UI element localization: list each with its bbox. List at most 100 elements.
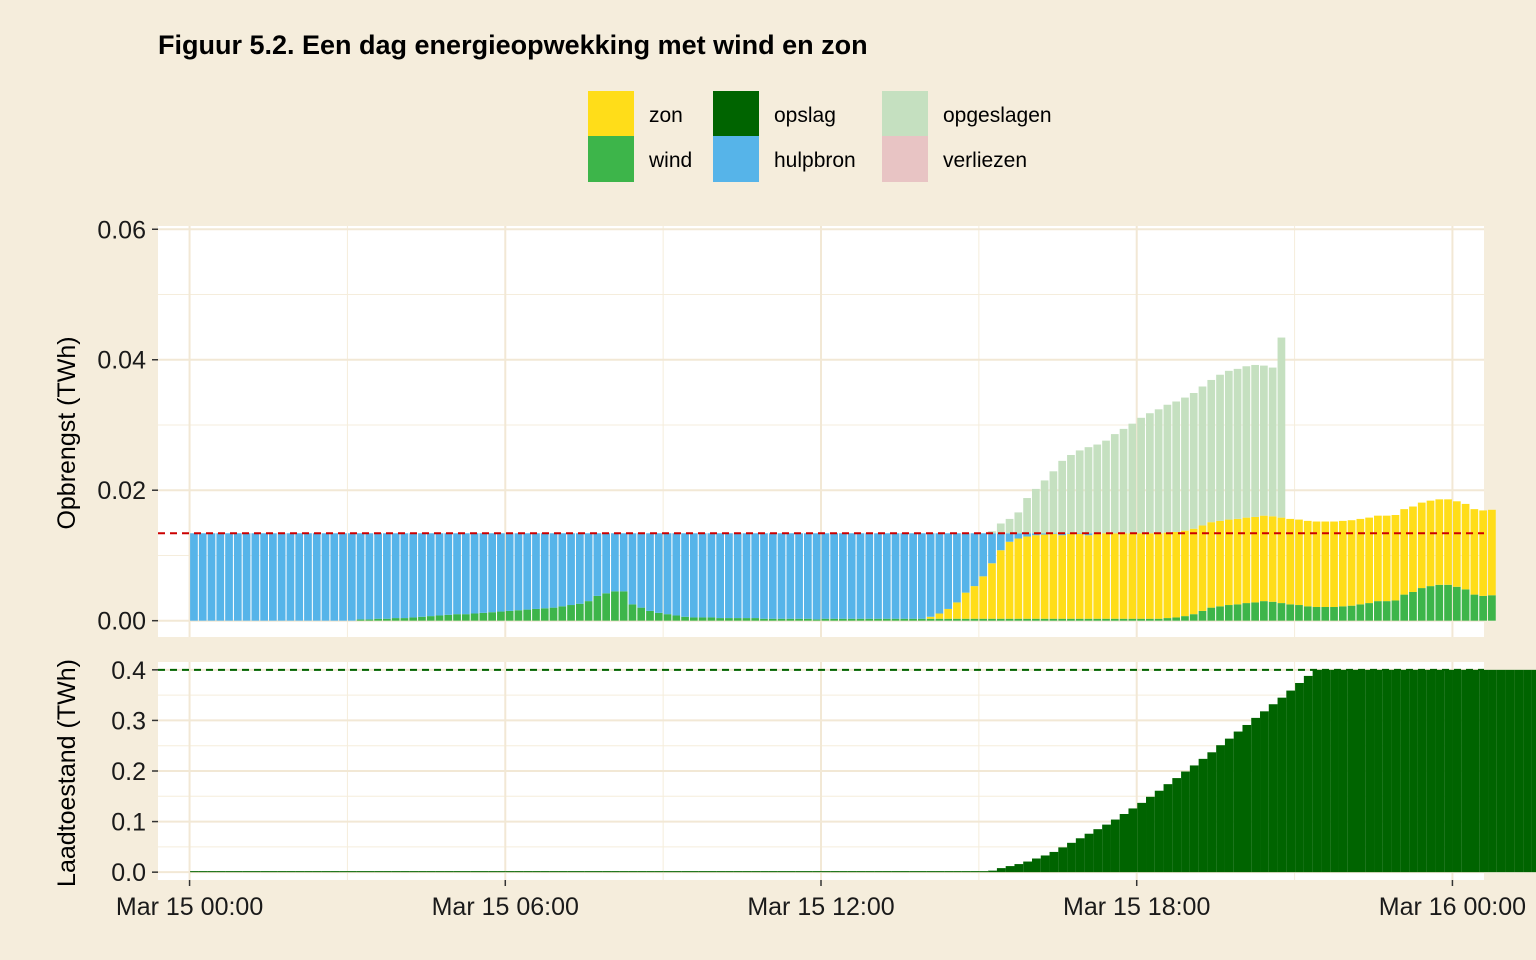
- bar-laadtoestand: [532, 871, 541, 873]
- bar-opgeslagen: [1216, 374, 1224, 521]
- bar-hulpbron: [847, 533, 856, 619]
- bar-hulpbron: [689, 533, 698, 618]
- bar-wind: [444, 614, 453, 621]
- bar-hulpbron: [374, 533, 382, 619]
- bar-wind: [1093, 618, 1102, 621]
- bar-zon: [1128, 533, 1137, 619]
- bar-wind: [1251, 602, 1259, 621]
- bar-opgeslagen: [1207, 379, 1216, 523]
- bar-laadtoestand: [330, 871, 340, 873]
- bar-wind: [646, 610, 654, 621]
- bar-laadtoestand: [1110, 819, 1120, 873]
- bar-laadtoestand: [1119, 813, 1129, 873]
- bar-hulpbron: [532, 533, 540, 609]
- bar-wind: [1479, 595, 1487, 621]
- bar-hulpbron: [453, 533, 461, 615]
- bar-laadtoestand: [961, 871, 971, 873]
- bar-hulpbron: [812, 533, 821, 620]
- bar-wind: [1084, 618, 1093, 621]
- bar-laadtoestand: [1479, 669, 1489, 873]
- bar-laadtoestand: [356, 871, 366, 873]
- bar-hulpbron: [611, 533, 619, 592]
- bar-hulpbron: [777, 533, 786, 619]
- bar-opgeslagen: [1277, 337, 1286, 518]
- bar-opgeslagen: [1093, 444, 1102, 534]
- bar-wind: [716, 618, 725, 621]
- bar-wind: [1461, 589, 1470, 621]
- bar-wind: [426, 616, 435, 621]
- bar-hulpbron: [339, 533, 347, 621]
- bar-laadtoestand: [1426, 669, 1436, 873]
- bar-hulpbron: [830, 533, 839, 619]
- bar-laadtoestand: [1505, 669, 1515, 873]
- bar-laadtoestand: [830, 871, 840, 873]
- bar-zon: [988, 563, 996, 619]
- bar-wind: [1163, 618, 1172, 621]
- bar-wind: [900, 618, 909, 621]
- bar-wind: [1426, 586, 1435, 621]
- bar-laadtoestand: [1075, 838, 1085, 873]
- bar-wind: [1374, 601, 1382, 621]
- bar-hulpbron: [383, 533, 391, 619]
- bar-wind: [768, 618, 777, 621]
- x-tick-label: Mar 15 18:00: [1063, 893, 1210, 921]
- bar-hulpbron: [733, 533, 742, 619]
- legend-swatch-opslag: [713, 91, 759, 137]
- bar-wind: [1356, 604, 1365, 621]
- legend-label-opgeslagen: opgeslagen: [943, 104, 1052, 127]
- bar-wind: [1400, 594, 1409, 621]
- bar-opgeslagen: [1251, 364, 1259, 517]
- bar-hulpbron: [654, 533, 663, 613]
- bar-hulpbron: [295, 533, 304, 621]
- legend-label-zon: zon: [649, 104, 683, 127]
- bar-hulpbron: [479, 533, 488, 613]
- bar-hulpbron: [1049, 533, 1058, 534]
- bar-wind: [637, 607, 646, 621]
- bar-laadtoestand: [461, 871, 471, 873]
- bar-laadtoestand: [602, 871, 612, 873]
- bar-zon: [1032, 535, 1040, 619]
- bar-wind: [663, 614, 672, 621]
- bar-wind: [1347, 605, 1356, 621]
- bar-laadtoestand: [479, 871, 489, 873]
- bar-hulpbron: [1005, 533, 1014, 542]
- bar-zon: [1338, 520, 1347, 607]
- legend-swatch-verliezen: [882, 136, 928, 182]
- bar-wind: [575, 603, 584, 621]
- bar-laadtoestand: [1251, 717, 1261, 873]
- bar-hulpbron: [497, 533, 505, 612]
- bar-zon: [935, 613, 944, 619]
- bar-wind: [1409, 591, 1417, 621]
- bar-hulpbron: [900, 533, 909, 619]
- bar-laadtoestand: [856, 871, 866, 873]
- bar-wind: [1040, 618, 1049, 621]
- x-tick-label: Mar 15 00:00: [116, 893, 263, 921]
- chart-title: Figuur 5.2. Een dag energieopwekking met…: [158, 30, 868, 60]
- bar-zon: [1277, 517, 1286, 604]
- bar-laadtoestand: [339, 871, 348, 873]
- bar-hulpbron: [874, 533, 882, 619]
- bar-hulpbron: [698, 533, 707, 618]
- bar-opgeslagen: [1242, 366, 1251, 518]
- bar-laadtoestand: [707, 871, 717, 873]
- bar-hulpbron: [409, 533, 418, 618]
- bar-wind: [944, 618, 953, 621]
- bar-opgeslagen: [1014, 512, 1023, 534]
- bar-hulpbron: [216, 533, 225, 621]
- bar-hulpbron: [400, 533, 409, 619]
- bar-wind: [1224, 605, 1233, 621]
- bar-hulpbron: [549, 533, 558, 608]
- bar-wind: [821, 618, 830, 621]
- bars-bottom: [190, 669, 1536, 873]
- bar-laadtoestand: [1461, 669, 1471, 873]
- legend-swatch-wind: [588, 136, 634, 182]
- bar-zon: [1110, 533, 1119, 619]
- bar-hulpbron: [1075, 533, 1084, 534]
- bar-zon: [1426, 500, 1435, 587]
- bar-zon: [926, 616, 935, 619]
- bar-wind: [1312, 606, 1321, 621]
- bar-laadtoestand: [1312, 669, 1322, 873]
- bar-wind: [567, 605, 575, 621]
- bar-wind: [1268, 601, 1277, 621]
